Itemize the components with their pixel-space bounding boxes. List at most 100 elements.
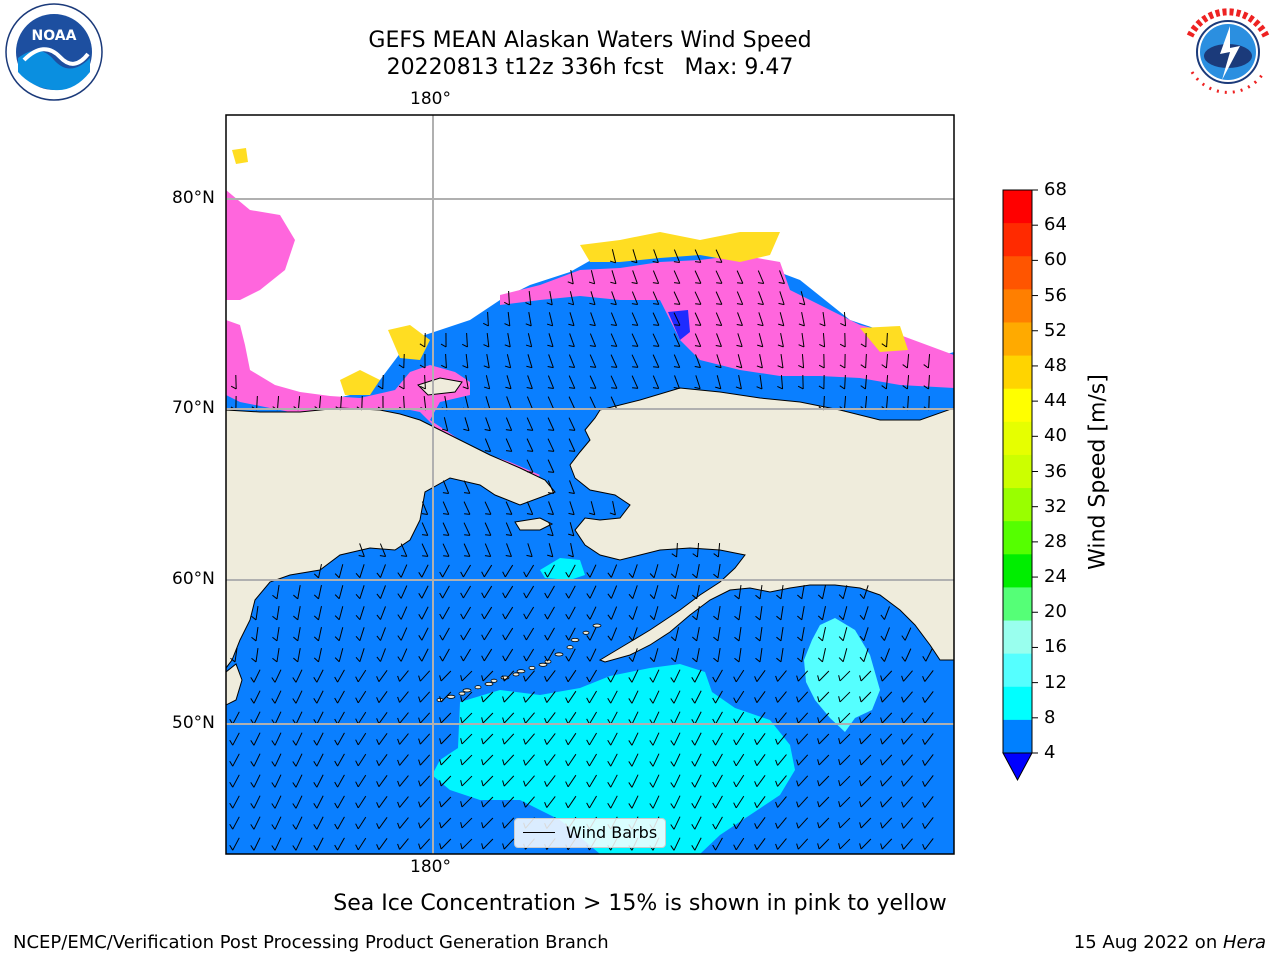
wind-barb [860, 353, 867, 369]
wind-barb [586, 690, 597, 704]
wind-barb [756, 354, 763, 369]
wind-barb [586, 564, 597, 578]
wind-barb [607, 627, 618, 641]
wind-barb [250, 669, 261, 683]
wind-barb [547, 543, 554, 558]
wind-barb [880, 712, 893, 724]
wind-barb [715, 270, 723, 284]
wind-barb [251, 605, 259, 621]
wind-barb [502, 838, 515, 850]
wind-barb [547, 501, 554, 516]
wind-barb [901, 670, 913, 682]
wind-barb [418, 606, 429, 620]
wind-barb [922, 691, 934, 703]
wind-barb [313, 648, 322, 663]
wind-barb [649, 690, 660, 704]
wind-barb [712, 753, 723, 767]
colorbar-segment [1003, 322, 1032, 357]
wind-barb [439, 775, 452, 787]
wind-barb [775, 838, 787, 850]
wind-barb [589, 501, 596, 516]
wind-barb [355, 669, 367, 683]
wind-barb [502, 691, 515, 703]
wind-barb [397, 712, 409, 724]
wind-barb [775, 817, 787, 829]
wind-barb [421, 522, 429, 536]
wind-barb [502, 712, 515, 724]
wind-barb [607, 795, 618, 809]
wind-barb [839, 332, 846, 348]
wind-barb [483, 354, 490, 369]
wind-barb [670, 816, 681, 830]
wind-barb [292, 774, 303, 788]
wind-barb [756, 374, 763, 390]
wind-barb [523, 796, 535, 808]
wind-barb [418, 564, 429, 578]
footer-date-text: 15 Aug 2022 on [1073, 932, 1223, 953]
wind-barb [649, 732, 660, 746]
wind-barb [547, 459, 555, 473]
wind-barb [880, 817, 893, 829]
wind-barb [694, 375, 701, 390]
wind-barb [376, 691, 388, 703]
colorbar-segment [1003, 653, 1032, 688]
wind-barb [736, 291, 744, 305]
wind-barb [860, 374, 868, 390]
colorbar-segment [1003, 521, 1032, 555]
wind-barb [439, 733, 452, 745]
wind-barb [355, 585, 365, 599]
wind-barb [334, 753, 345, 767]
wind-barb [544, 670, 556, 682]
wind-barb [838, 712, 851, 724]
wind-barb [460, 733, 473, 745]
wind-barb [775, 775, 787, 787]
wind-barb [376, 564, 386, 578]
wind-barb [292, 795, 303, 809]
wind-barb [568, 480, 575, 495]
wind-barb [292, 732, 303, 746]
wind-barb [754, 733, 766, 745]
wind-barb [776, 606, 784, 621]
wind-barb [691, 816, 702, 830]
wind-barb [691, 753, 702, 767]
wind-barb [610, 291, 617, 306]
colorbar-tick-label: 52 [1044, 319, 1067, 341]
wind-barb [481, 691, 494, 703]
lat-label-80: 80°N [172, 188, 215, 208]
wind-barb [505, 543, 512, 558]
colorbar-segment [1003, 587, 1032, 622]
wind-barb [440, 332, 447, 348]
wind-barb [250, 837, 261, 851]
wind-barb [376, 796, 388, 808]
wind-barb [523, 648, 535, 662]
wind-barb [797, 627, 805, 642]
colorbar-segment [1003, 289, 1032, 323]
wind-barb [334, 585, 344, 600]
wind-barb [691, 690, 702, 704]
wind-barb [526, 375, 533, 390]
wind-barb [462, 353, 469, 369]
noaa-logo: NOAA [4, 2, 104, 102]
wind-barb [481, 648, 493, 662]
wind-barb [736, 270, 744, 284]
wind-barb [272, 606, 280, 621]
wind-barb [733, 816, 745, 830]
wind-barb [588, 270, 596, 285]
wind-barb [713, 542, 721, 558]
wind-barb [628, 606, 638, 620]
wind-barb [817, 627, 826, 642]
wind-barb [670, 732, 681, 746]
wind-barb [694, 312, 702, 326]
wind-barb [481, 670, 494, 682]
wind-barb [460, 606, 472, 620]
wind-barb [334, 564, 344, 579]
wind-barb [755, 605, 763, 621]
wind-barb [544, 564, 555, 578]
wind-barb [628, 648, 638, 662]
wind-barb [736, 333, 743, 348]
wind-barb [313, 669, 324, 683]
wind-barb [901, 754, 913, 766]
wind-barb [439, 838, 452, 850]
wind-speed-8-12-region [432, 664, 795, 854]
wind-barb [442, 501, 450, 515]
